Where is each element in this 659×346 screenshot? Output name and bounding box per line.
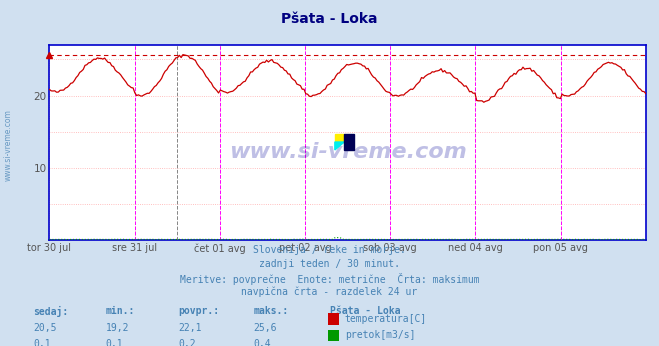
Text: pretok[m3/s]: pretok[m3/s] — [345, 330, 415, 340]
Text: Meritve: povprečne  Enote: metrične  Črta: maksimum: Meritve: povprečne Enote: metrične Črta:… — [180, 273, 479, 285]
Polygon shape — [344, 134, 354, 150]
Text: www.si-vreme.com: www.si-vreme.com — [3, 109, 13, 181]
Text: min.:: min.: — [105, 306, 135, 316]
Text: sedaj:: sedaj: — [33, 306, 68, 317]
Polygon shape — [335, 142, 344, 150]
Text: Pšata - Loka: Pšata - Loka — [330, 306, 400, 316]
Text: 0,1: 0,1 — [33, 339, 51, 346]
Text: maks.:: maks.: — [254, 306, 289, 316]
Text: 20,5: 20,5 — [33, 323, 57, 333]
Polygon shape — [335, 134, 344, 142]
Text: Pšata - Loka: Pšata - Loka — [281, 12, 378, 26]
Text: 0,1: 0,1 — [105, 339, 123, 346]
Text: 19,2: 19,2 — [105, 323, 129, 333]
Text: 22,1: 22,1 — [178, 323, 202, 333]
Text: zadnji teden / 30 minut.: zadnji teden / 30 minut. — [259, 259, 400, 269]
Text: 0,4: 0,4 — [254, 339, 272, 346]
Text: navpična črta - razdelek 24 ur: navpična črta - razdelek 24 ur — [241, 286, 418, 297]
Text: temperatura[C]: temperatura[C] — [345, 314, 427, 324]
Text: Slovenija / reke in morje.: Slovenija / reke in morje. — [253, 245, 406, 255]
Text: povpr.:: povpr.: — [178, 306, 219, 316]
Text: 0,2: 0,2 — [178, 339, 196, 346]
Text: 25,6: 25,6 — [254, 323, 277, 333]
Text: www.si-vreme.com: www.si-vreme.com — [229, 143, 467, 163]
